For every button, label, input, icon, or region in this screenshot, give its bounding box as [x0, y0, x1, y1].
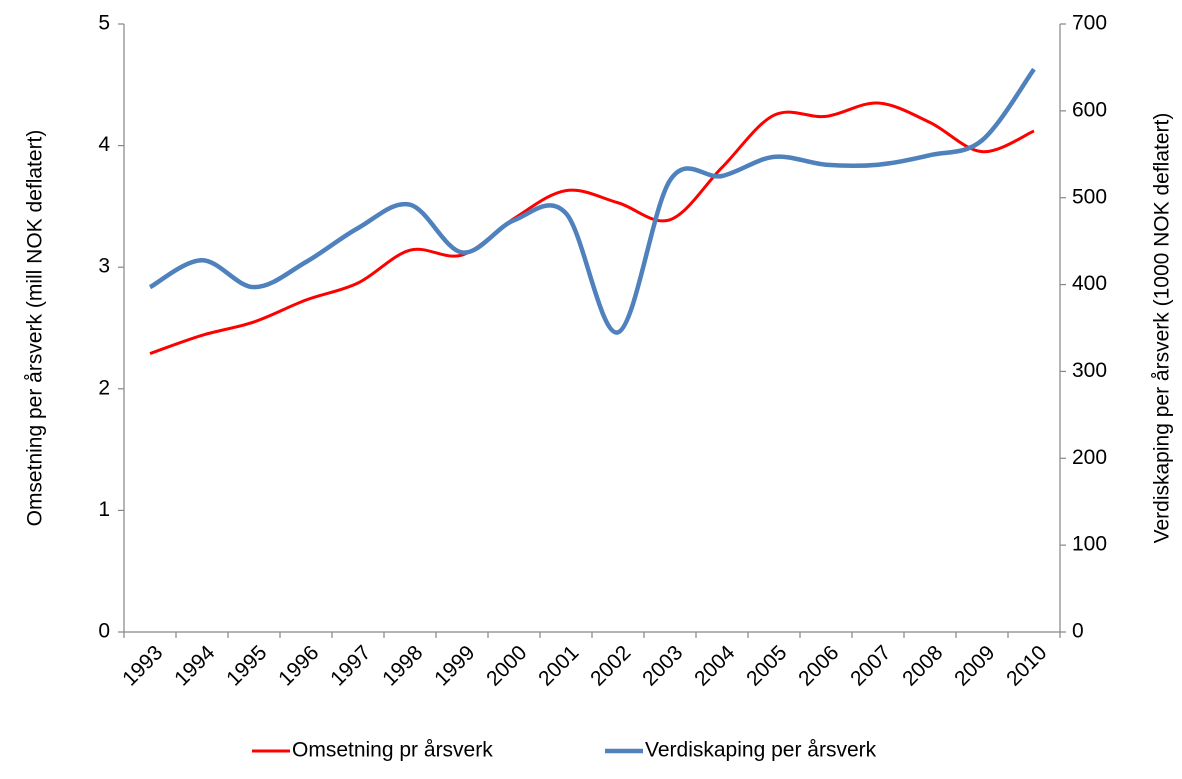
- x-tick-label: 2010: [1002, 641, 1051, 690]
- x-tick-label: 1994: [170, 641, 220, 691]
- x-tick-label: 2005: [742, 641, 791, 690]
- y2-tick-label: 300: [1072, 359, 1107, 382]
- y-tick-label: 1: [98, 498, 110, 521]
- y-axis-title: Omsetning per årsverk (mill NOK deflater…: [24, 130, 47, 527]
- x-tick-label: 1996: [274, 641, 323, 690]
- y2-tick-label: 200: [1072, 446, 1107, 469]
- x-tick-label: 2001: [534, 641, 583, 690]
- x-tick-label: 1995: [222, 641, 271, 690]
- x-tick-label: 2002: [586, 641, 635, 690]
- y-tick-label: 0: [98, 620, 110, 643]
- x-tick-label: 1993: [118, 641, 167, 690]
- y-tick-label: 2: [98, 376, 110, 399]
- x-tick-label: 2006: [794, 641, 843, 690]
- y-tick-label: 5: [98, 12, 110, 35]
- x-tick-label: 2009: [950, 641, 999, 690]
- y2-tick-label: 700: [1072, 12, 1107, 35]
- x-tick-label: 1998: [378, 641, 427, 690]
- y2-tick-label: 400: [1072, 272, 1107, 295]
- y2-axis-title: Verdiskaping per årsverk (1000 NOK defla…: [1151, 113, 1174, 544]
- y2-tick-label: 0: [1072, 620, 1084, 643]
- y2-tick-label: 500: [1072, 185, 1107, 208]
- x-tick-label: 2007: [846, 641, 895, 690]
- x-tick-label: 2003: [638, 641, 687, 690]
- y2-tick-label: 100: [1072, 533, 1107, 556]
- series-line: [148, 67, 1036, 335]
- series-line: [149, 101, 1035, 355]
- x-tick-label: 2000: [482, 641, 531, 690]
- legend-label: Omsetning pr årsverk: [292, 739, 493, 762]
- x-tick-label: 2008: [898, 641, 947, 690]
- y2-tick-label: 600: [1072, 98, 1107, 121]
- x-tick-label: 1999: [430, 641, 479, 690]
- y-tick-label: 3: [98, 255, 110, 278]
- x-tick-label: 1997: [326, 641, 375, 690]
- legend-label: Verdiskaping per årsverk: [645, 739, 877, 762]
- y-tick-label: 4: [98, 133, 110, 156]
- x-tick-label: 2004: [690, 641, 740, 691]
